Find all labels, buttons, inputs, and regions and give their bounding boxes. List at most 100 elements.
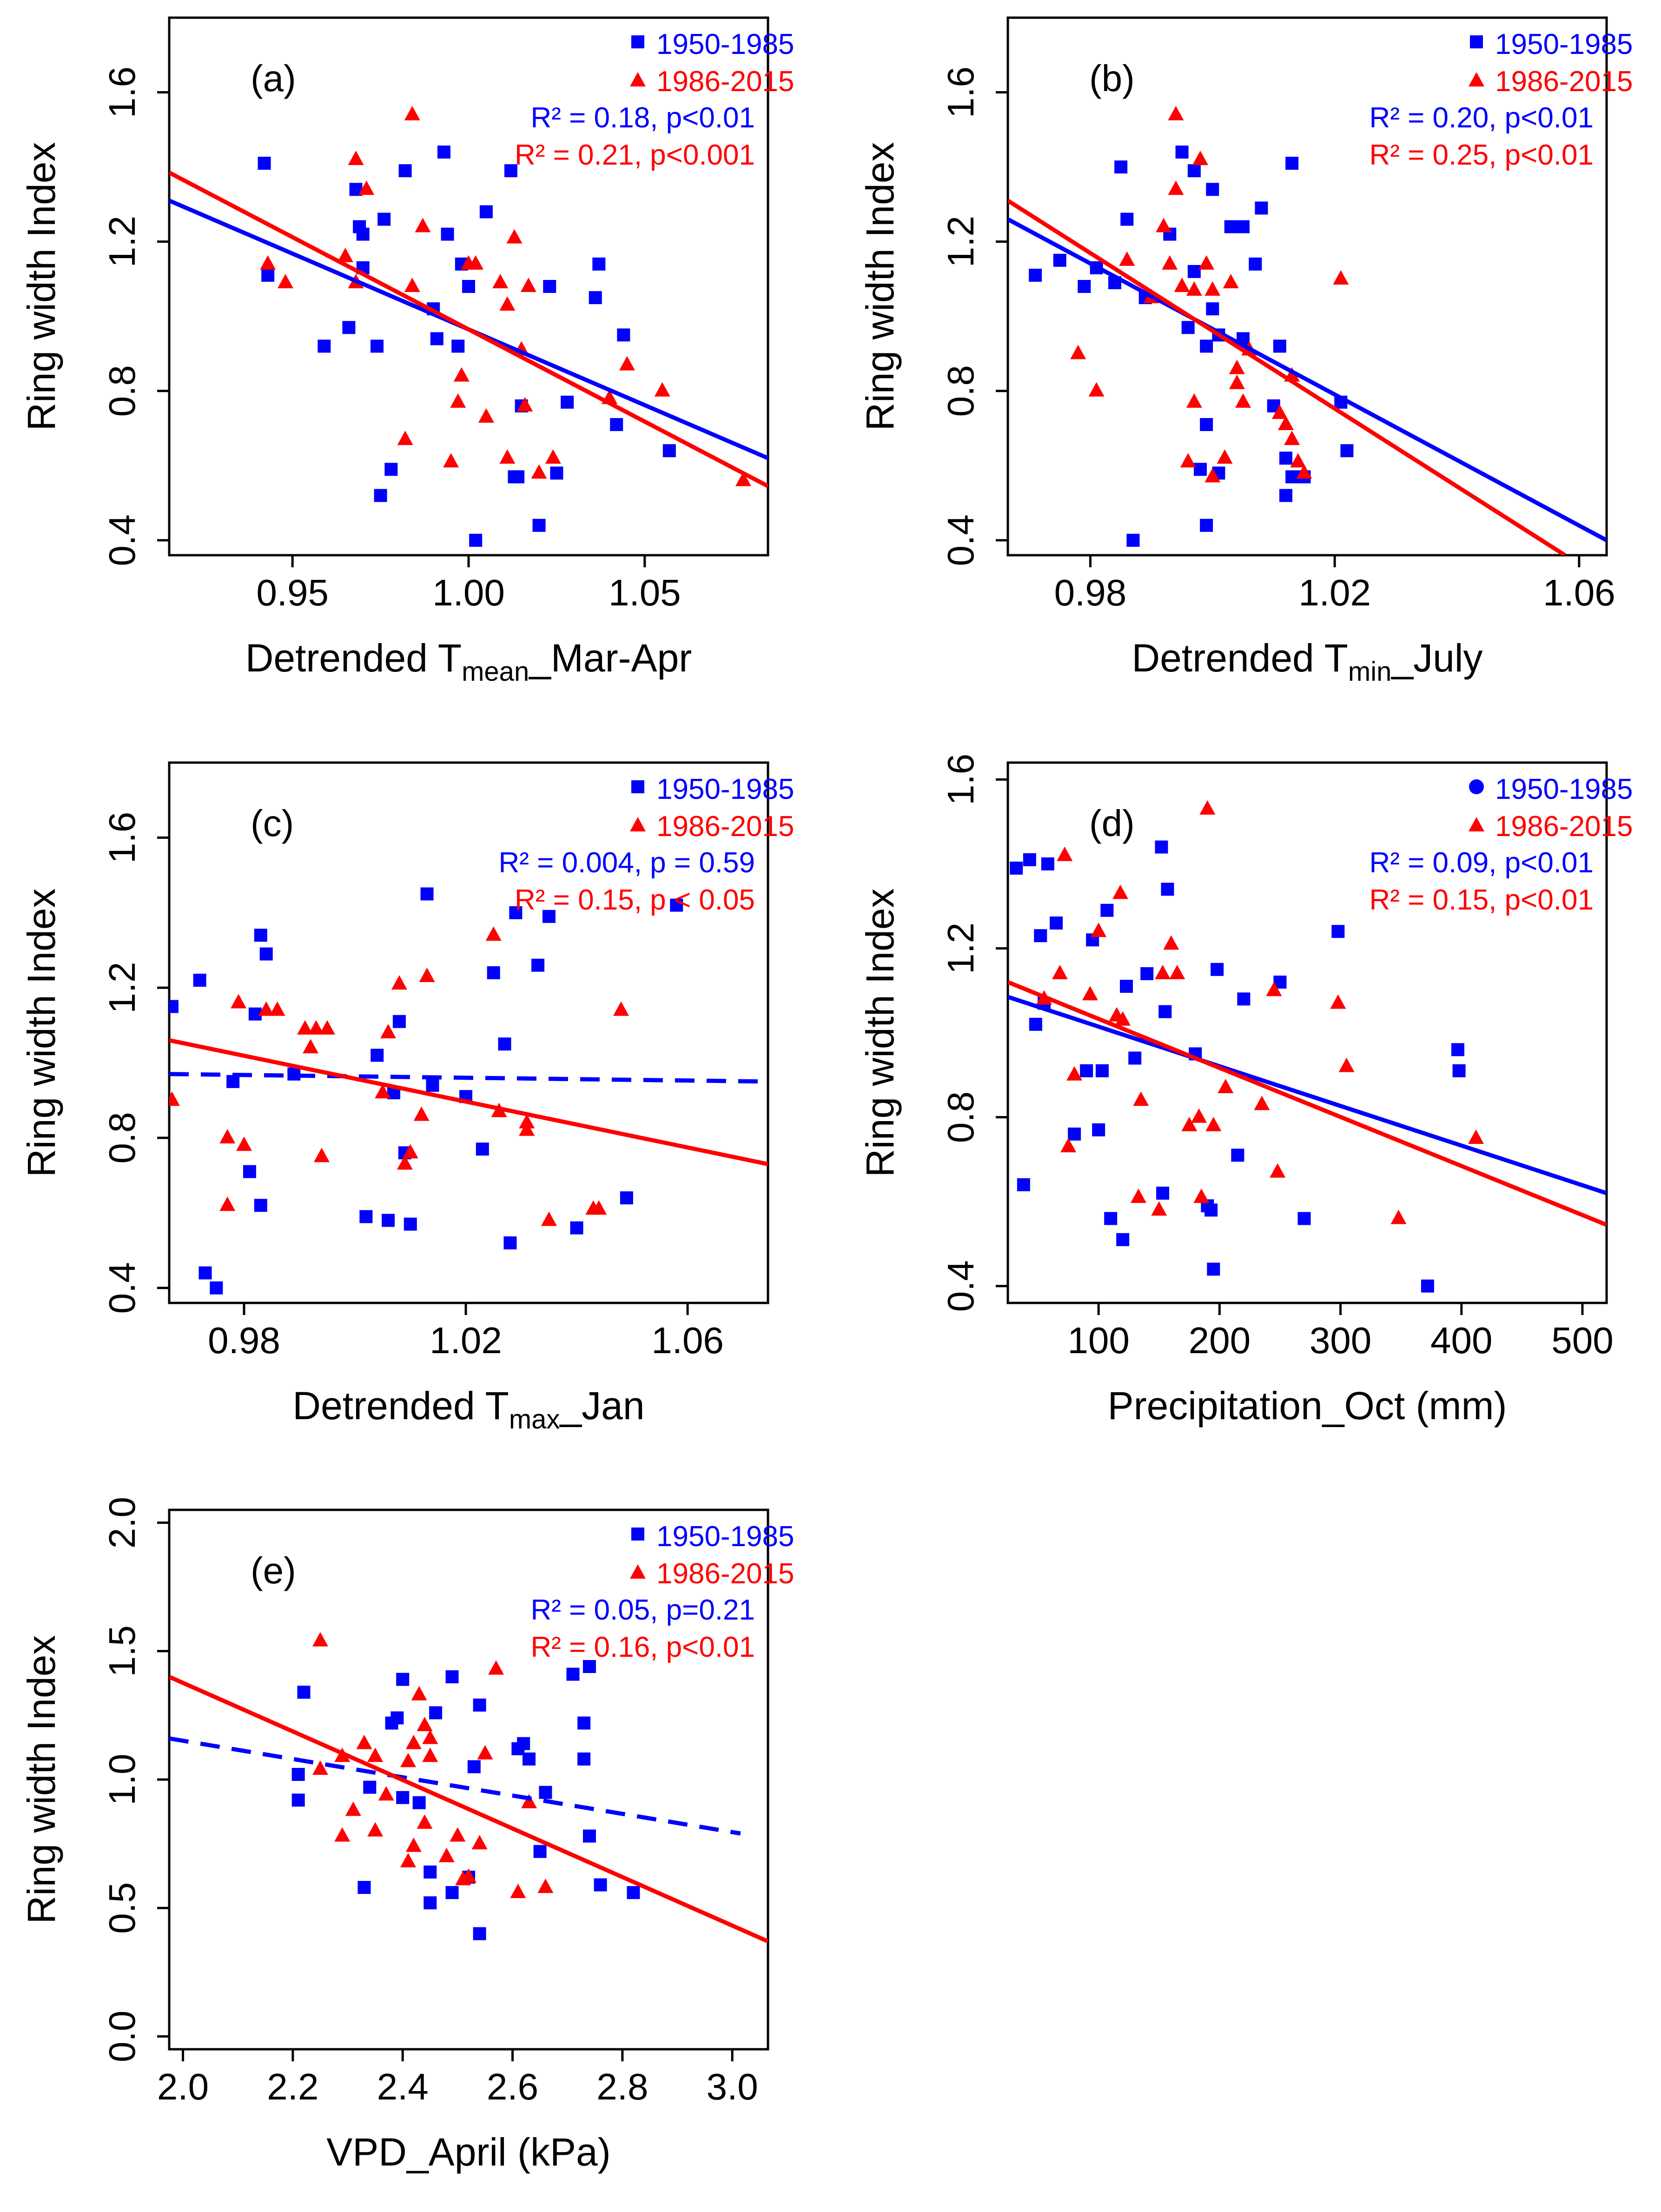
red-triangle-point (1229, 359, 1245, 374)
blue-square-point (487, 966, 500, 979)
red-triangle-point (443, 453, 459, 468)
red-triangle-point (1290, 453, 1306, 468)
legend-blue-marker (1470, 35, 1483, 48)
red-triangle-point (1223, 273, 1239, 288)
red-triangle-point (312, 1632, 328, 1647)
stats-1950-1985: R² = 0.20, p<0.01 (1369, 102, 1594, 134)
blue-square-point (467, 1760, 481, 1774)
blue-square-point (1206, 183, 1219, 196)
red-triangle-point (613, 1001, 629, 1016)
red-triangle-point (278, 273, 294, 288)
red-triangle-point (413, 1106, 430, 1121)
y-tick-label: 0.8 (101, 1112, 143, 1163)
blue-square-point (1285, 157, 1299, 170)
blue-square-point (1204, 1203, 1218, 1217)
red-triangle-point (219, 1196, 236, 1211)
red-regression-line (1008, 980, 1607, 1227)
red-triangle-point (1168, 106, 1184, 120)
x-axis-title: Detrended Tmin_July (1132, 636, 1483, 687)
stats-1986-2015: R² = 0.25, p<0.01 (1369, 139, 1594, 171)
red-triangle-point (438, 1847, 455, 1862)
panel-a: 0.95 1.00 1.05 0.4 0.8 1.2 1.6 Ring width Index… (20, 16, 794, 687)
blue-square-point (441, 227, 454, 241)
red-triangle-point (415, 218, 431, 232)
blue-square-point (627, 1886, 640, 1900)
blue-square-point (473, 1927, 486, 1940)
y-axis-title: Ring width Index (20, 888, 63, 1177)
blue-square-point (356, 227, 370, 241)
blue-square-point (543, 280, 556, 293)
blue-square-point (451, 339, 465, 353)
red-triangle-point (1186, 393, 1202, 408)
red-triangle-point (541, 1211, 557, 1226)
data-layer (169, 1632, 768, 1944)
blue-square-point (210, 1281, 223, 1295)
stats-1986-2015: R² = 0.15, p < 0.05 (515, 884, 755, 916)
blue-square-point (363, 1780, 377, 1794)
blue-square-point (1285, 470, 1299, 484)
data-layer (1008, 106, 1607, 555)
legend-label-1950-1985: 1950-1985 (656, 773, 794, 805)
red-triangle-point (591, 1200, 607, 1215)
blue-square-point (254, 1199, 267, 1212)
red-triangle-point (477, 1745, 493, 1760)
red-triangle-point (453, 367, 470, 382)
blue-square-point (1181, 321, 1195, 334)
legend-label-1950-1985: 1950-1985 (656, 1521, 794, 1553)
blue-square-point (1249, 257, 1262, 271)
blue-square-point (620, 1191, 633, 1205)
blue-square-point (617, 328, 630, 342)
blue-square-point (1279, 489, 1292, 502)
red-triangle-point (231, 994, 247, 1009)
red-triangle-point (1330, 994, 1346, 1009)
blue-square-point (582, 1829, 596, 1843)
red-triangle-point (537, 1879, 554, 1893)
blue-square-point (357, 1881, 371, 1894)
y-tick-label: 0.8 (101, 365, 143, 417)
x-axis-title: Detrended Tmax_Jan (292, 1384, 644, 1435)
legend-label-1986-2015: 1986-2015 (656, 66, 794, 98)
red-triangle-point (1204, 281, 1221, 296)
red-triangle-point (312, 1760, 328, 1775)
x-tick-label: 1.02 (1298, 572, 1371, 613)
blue-square-point (424, 1896, 437, 1910)
red-triangle-point (404, 278, 420, 292)
blue-square-point (476, 1143, 489, 1156)
red-triangle-point (510, 1884, 526, 1899)
red-triangle-point (519, 1121, 535, 1136)
blue-square-point (1231, 1149, 1244, 1162)
red-triangle-point (337, 247, 353, 262)
blue-square-point (589, 291, 602, 305)
red-triangle-point (478, 408, 494, 423)
red-triangle-point (520, 278, 536, 292)
blue-square-point (1100, 903, 1114, 917)
y-tick-label: 1.2 (101, 216, 143, 267)
y-tick-label: 1.6 (101, 66, 143, 118)
y-tick-label: 1.6 (940, 754, 981, 805)
blue-square-point (258, 157, 271, 170)
legend-blue-marker (631, 1528, 644, 1541)
blue-square-point (1017, 1178, 1030, 1191)
blue-square-point (384, 463, 398, 476)
blue-square-point (561, 395, 574, 409)
blue-square-point (1126, 533, 1140, 547)
blue-square-point (1237, 220, 1250, 233)
blue-square-point (1114, 160, 1128, 174)
data-layer (169, 106, 768, 547)
panel-d: 100 200 300 400 500 0.4 0.8 1.2 1.6 Ring width In… (858, 754, 1633, 1428)
blue-square-point (542, 910, 556, 923)
red-triangle-point (1338, 1057, 1355, 1072)
red-triangle-point (492, 273, 509, 288)
red-triangle-point (345, 1801, 361, 1816)
legend-red-marker (1469, 72, 1484, 86)
red-triangle-point (1131, 1189, 1147, 1203)
red-triangle-point (1060, 1138, 1077, 1153)
blue-square-point (1200, 518, 1213, 532)
red-triangle-point (1199, 800, 1216, 815)
blue-square-point (1053, 253, 1066, 267)
blue-square-point (1224, 220, 1237, 233)
red-triangle-point (619, 356, 635, 371)
red-triangle-point (236, 1136, 252, 1151)
y-axis-title: Ring width Index (20, 1635, 63, 1924)
